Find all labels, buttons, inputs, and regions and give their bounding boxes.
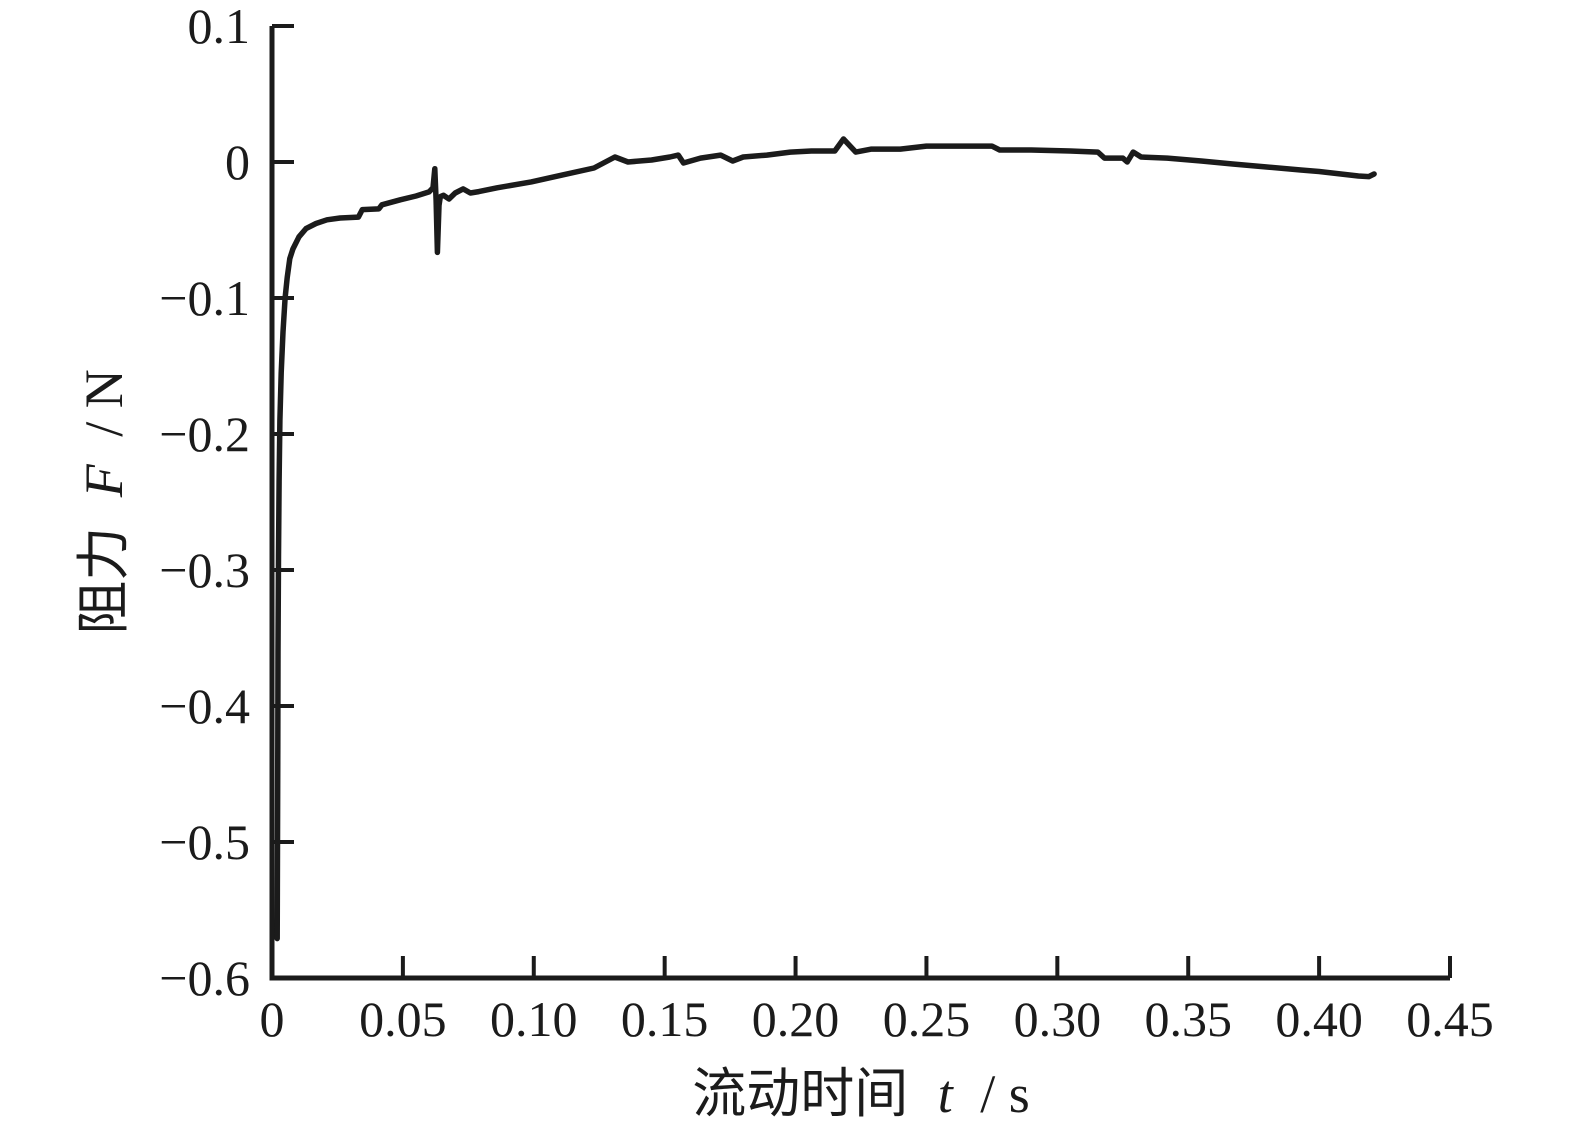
x-tick-label: 0.25 — [883, 991, 971, 1047]
y-tick-label: −0.5 — [159, 814, 250, 870]
x-tick-label: 0.15 — [621, 991, 709, 1047]
x-tick-label: 0.10 — [490, 991, 578, 1047]
y-tick-label: 0 — [225, 134, 250, 190]
x-tick-label: 0.35 — [1144, 991, 1232, 1047]
force-curve — [274, 136, 1377, 942]
y-tick-label: 0.1 — [188, 0, 251, 54]
x-axis-title-suffix: / s — [980, 1064, 1030, 1124]
y-tick-label: −0.2 — [159, 406, 250, 462]
y-axis-title-symbol: F — [74, 463, 134, 498]
x-tick-label: 0.30 — [1014, 991, 1102, 1047]
x-axis-title-prefix: 流动时间 — [692, 1064, 908, 1124]
y-tick-label: −0.6 — [159, 950, 250, 1006]
x-axis-title: 流动时间 t / s — [692, 1064, 1030, 1124]
x-tick-label: 0.05 — [359, 991, 447, 1047]
x-tick-label: 0.40 — [1275, 991, 1363, 1047]
y-tick-label: −0.1 — [159, 270, 250, 326]
x-tick-label: 0 — [260, 991, 285, 1047]
y-axis-title-suffix: / N — [74, 369, 134, 437]
y-axis-title-prefix: 阻力 — [74, 527, 134, 635]
y-axis-title: 阻力 F / N — [74, 369, 134, 635]
x-tick-label: 0.45 — [1406, 991, 1494, 1047]
x-axis-title-symbol: t — [938, 1064, 955, 1124]
axis-tick-labels: 0 0.05 0.10 0.15 0.20 0.25 0.30 0.35 0.40 0.450.1… — [159, 0, 1493, 1047]
y-tick-label: −0.3 — [159, 542, 250, 598]
x-tick-label: 0.20 — [752, 991, 840, 1047]
y-tick-label: −0.4 — [159, 678, 250, 734]
axis-frame — [269, 26, 1450, 981]
